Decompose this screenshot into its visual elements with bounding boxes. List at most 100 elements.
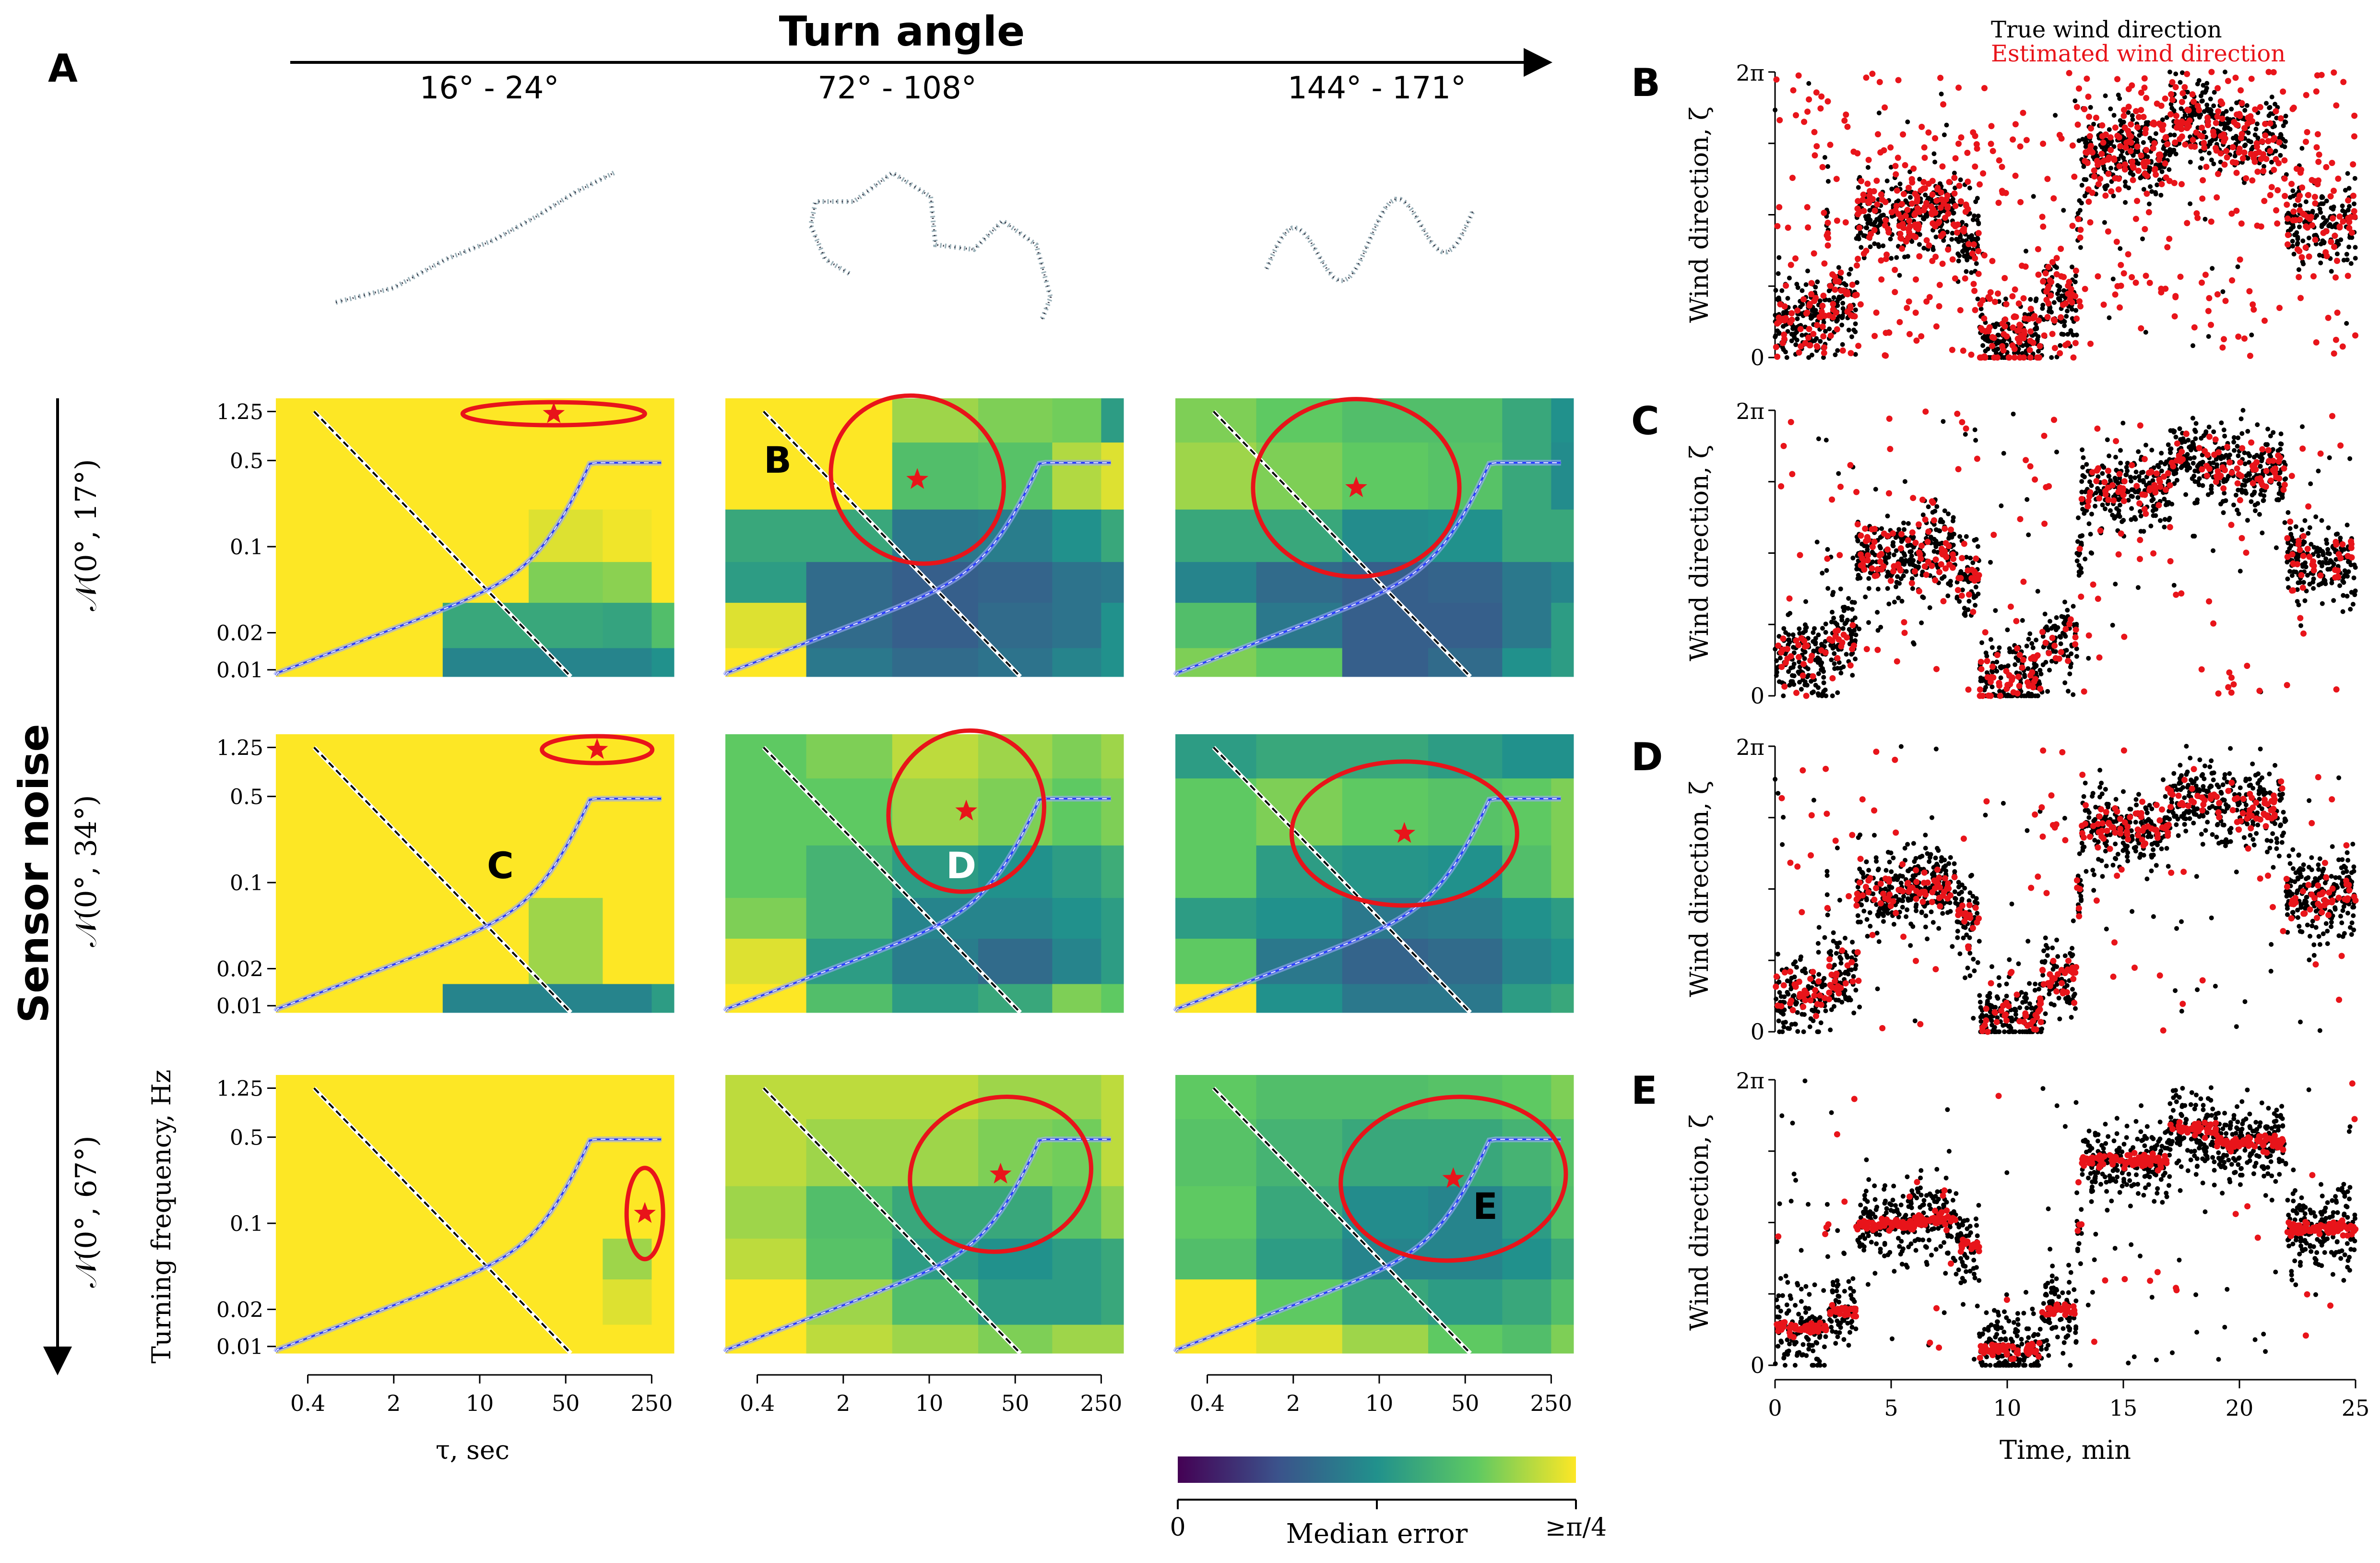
estimated-point — [1968, 351, 1975, 358]
estimated-point — [2039, 629, 2046, 635]
estimated-point — [1935, 220, 1942, 227]
heatmap-cell — [1052, 898, 1101, 939]
heatmap-cell — [1175, 398, 1257, 443]
heatmap-cell — [1175, 898, 1257, 939]
true-point — [2015, 350, 2021, 355]
xtick-label: 250 — [1530, 1390, 1572, 1416]
heatmap-2-2 — [722, 728, 1124, 1014]
estimated-point — [2087, 489, 2094, 496]
estimated-point — [2134, 143, 2141, 150]
estimated-point — [2259, 446, 2266, 453]
true-point — [2274, 115, 2279, 120]
estimated-point — [2201, 140, 2207, 146]
estimated-point — [2046, 650, 2052, 656]
tau-curve-dash — [725, 462, 1111, 676]
true-point — [1853, 656, 1858, 662]
true-point — [1822, 155, 1827, 160]
heatmap-cell — [651, 648, 675, 677]
true-point — [2265, 427, 2271, 432]
estimated-point — [2214, 468, 2221, 475]
true-point — [2011, 411, 2016, 417]
true-point — [2076, 138, 2082, 143]
true-point — [2058, 641, 2063, 646]
estimated-point — [1975, 230, 1982, 237]
estimated-point — [1958, 592, 1965, 599]
true-point — [1891, 922, 1896, 927]
true-point — [1946, 581, 1951, 586]
heatmap-cell — [528, 734, 603, 779]
heatmap-cell — [1175, 509, 1257, 562]
heatmap-cell — [1428, 562, 1503, 603]
true-point — [2149, 447, 2155, 453]
diagonal-line — [313, 747, 572, 1014]
estimated-point — [2334, 310, 2341, 316]
estimated-point — [2266, 458, 2273, 465]
true-point — [2151, 503, 2156, 509]
true-point — [1833, 352, 1838, 358]
heatmap-cell — [651, 1324, 675, 1354]
estimated-point — [1774, 320, 1780, 327]
true-point — [1904, 569, 1909, 574]
true-point — [2158, 518, 2163, 523]
estimated-point — [2095, 273, 2101, 280]
true-point — [2032, 327, 2037, 332]
estimated-point — [2108, 188, 2115, 195]
estimated-point — [2238, 220, 2245, 227]
tau-curve-dash — [1175, 798, 1561, 1012]
ytick-label: 1.25 — [216, 736, 263, 761]
estimated-point — [1871, 333, 1878, 339]
true-point — [1815, 655, 1820, 660]
heatmap-cell — [276, 509, 357, 562]
estimated-point — [2085, 198, 2092, 205]
estimated-point — [2071, 173, 2078, 180]
true-point — [1781, 324, 1786, 329]
heatmap-cell — [276, 734, 357, 779]
heatmap-cell — [725, 1119, 807, 1187]
estimated-point — [1804, 204, 1811, 211]
true-point — [2290, 243, 2295, 249]
estimated-point — [2281, 175, 2288, 182]
true-point — [1781, 626, 1787, 631]
true-point — [2276, 481, 2282, 487]
true-point — [2187, 445, 2192, 450]
heatmap-cell — [1551, 648, 1574, 677]
true-point — [1929, 535, 1934, 540]
estimated-point — [1936, 282, 1943, 288]
estimated-point — [1974, 455, 1980, 462]
estimated-point — [1806, 96, 1812, 103]
estimated-point — [2275, 160, 2282, 167]
ytick-top-label: 2π — [1736, 60, 1765, 86]
true-point — [2064, 648, 2069, 653]
estimated-point — [1882, 104, 1888, 111]
heatmap-cell — [1502, 603, 1551, 649]
estimated-point — [2237, 256, 2243, 263]
true-point — [1897, 581, 1902, 586]
heatmap-cell — [1052, 1279, 1101, 1325]
heatmap-cell — [892, 648, 979, 677]
true-point — [1818, 339, 1823, 344]
estimated-point — [1779, 340, 1786, 346]
true-point — [1999, 503, 2004, 508]
estimated-point — [2182, 141, 2189, 148]
estimated-point — [2323, 228, 2330, 235]
estimated-point — [2213, 119, 2219, 126]
true-point — [1910, 559, 1915, 564]
estimated-point — [2300, 552, 2307, 559]
true-point — [2273, 763, 2278, 768]
true-point — [1902, 479, 1907, 484]
true-point — [2212, 90, 2217, 95]
estimated-point — [2014, 690, 2021, 697]
estimated-point — [2087, 340, 2094, 347]
estimated-point — [2233, 159, 2239, 166]
estimated-point — [1814, 344, 1821, 350]
true-point — [1958, 235, 1963, 240]
true-point — [1901, 573, 1906, 578]
estimated-point — [2233, 169, 2240, 176]
true-point — [2242, 483, 2247, 488]
estimated-point — [2049, 634, 2056, 641]
estimated-point — [2003, 301, 2010, 308]
estimated-point — [2303, 92, 2309, 98]
estimated-point — [2300, 533, 2307, 539]
true-point — [2132, 489, 2138, 495]
